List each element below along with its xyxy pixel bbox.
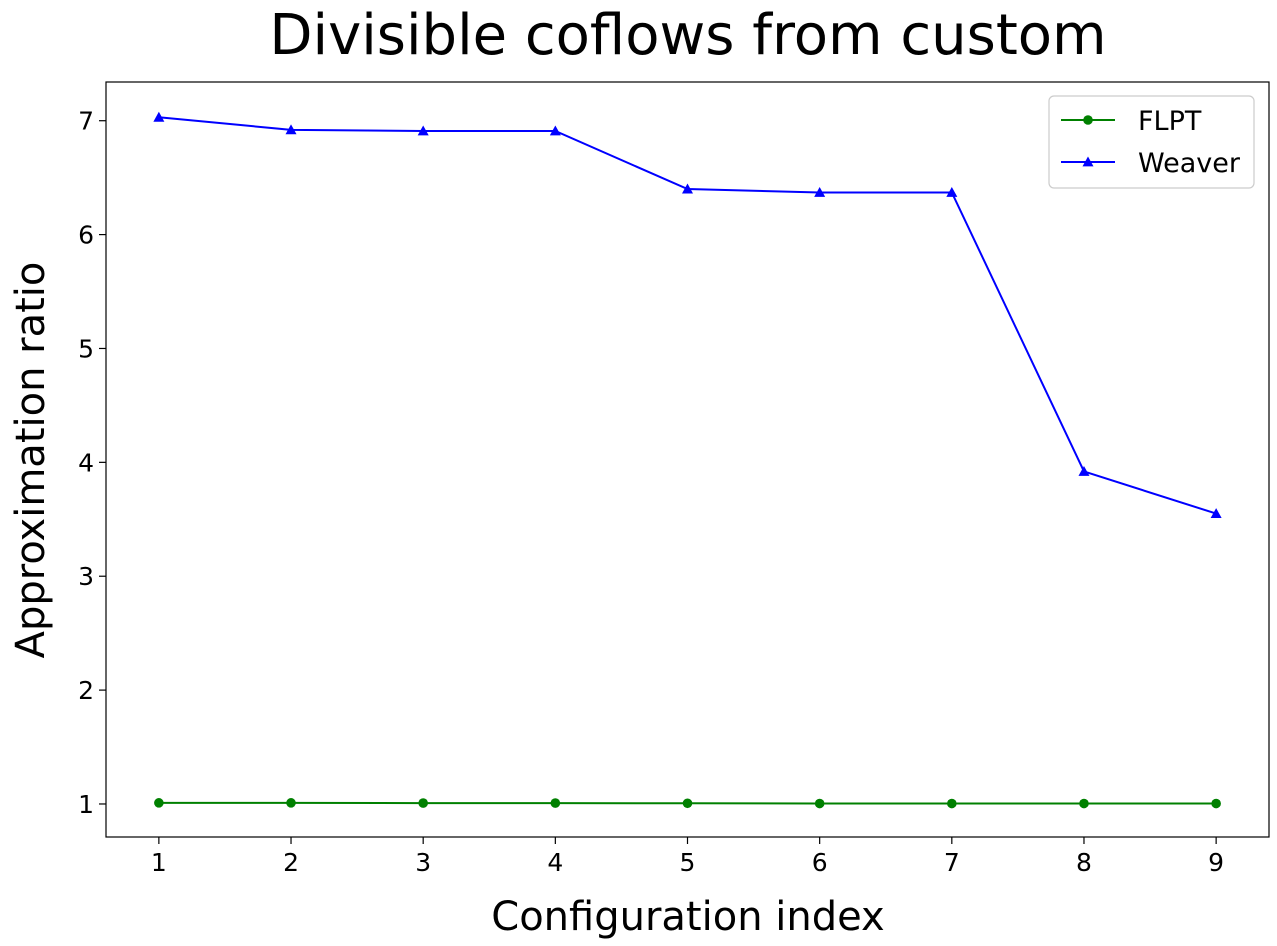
data-point-flpt [682, 798, 693, 809]
y-tick-label: 2 [78, 676, 94, 705]
data-point-flpt [286, 798, 296, 808]
x-tick-label: 8 [1076, 848, 1092, 877]
plot-frame [105, 81, 1270, 838]
data-point-flpt [1211, 798, 1221, 809]
data-point-weaver [1210, 508, 1222, 518]
y-tick-label: 1 [78, 790, 94, 819]
data-point-weaver [549, 125, 561, 136]
x-tick-label: 2 [283, 848, 299, 877]
x-tick-label: 4 [547, 848, 563, 877]
data-point-flpt [814, 798, 825, 809]
x-tick-label: 5 [680, 848, 696, 877]
data-point-weaver [417, 125, 429, 136]
legend-label-weaver: Weaver [1138, 148, 1241, 179]
x-tick-label: 3 [415, 848, 431, 877]
y-tick-label: 7 [78, 107, 94, 136]
legend-marker-weaver [1082, 156, 1094, 167]
legend: FLPT Weaver [1048, 95, 1255, 189]
data-point-flpt [154, 798, 164, 808]
y-tick-label: 4 [78, 448, 94, 477]
y-tick-label: 5 [78, 334, 94, 363]
y-tick-label: 3 [78, 562, 94, 591]
data-point-weaver [285, 124, 297, 135]
y-axis-label: Approximation ratio [8, 262, 54, 659]
x-tick-label: 6 [812, 848, 828, 877]
x-axis-label: Configuration index [491, 894, 884, 940]
data-point-flpt [947, 798, 957, 809]
legend-label-flpt: FLPT [1138, 106, 1202, 137]
data-point-weaver [1078, 465, 1090, 476]
y-tick-label: 6 [78, 221, 94, 250]
data-point-weaver [946, 186, 958, 197]
chart-title: Divisible coflows from custom [269, 3, 1106, 68]
data-point-flpt [1079, 798, 1089, 809]
data-point-weaver [682, 183, 693, 194]
data-point-weaver [814, 186, 826, 197]
x-tick-label: 1 [151, 848, 167, 877]
x-tick-label: 7 [944, 848, 960, 877]
x-tick-label: 9 [1208, 848, 1224, 877]
data-point-flpt [550, 798, 561, 808]
plot-area: 1 2 3 4 5 6 7 8 9 1 2 3 4 5 6 7 [78, 107, 1224, 877]
data-point-flpt [418, 798, 428, 808]
data-point-weaver [153, 111, 165, 122]
legend-marker-flpt [1083, 115, 1093, 125]
